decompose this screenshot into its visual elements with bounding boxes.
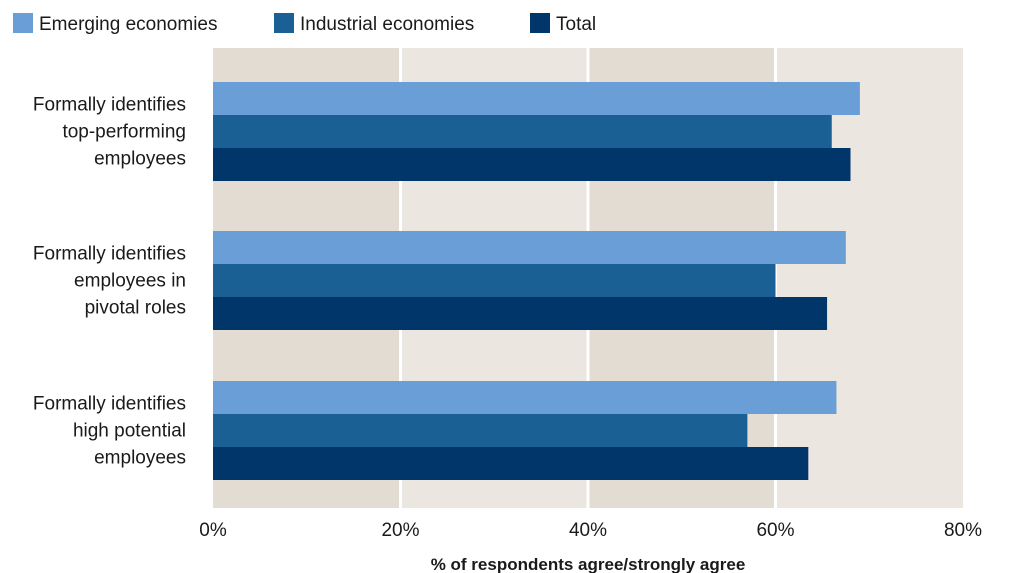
bar: [213, 115, 832, 148]
x-tick-label: 80%: [944, 520, 982, 541]
category-label-line: Formally identifies: [33, 95, 186, 116]
bar: [213, 414, 748, 447]
legend-label: Emerging economies: [39, 14, 217, 35]
legend-swatch: [274, 13, 294, 33]
category-label-line: pivotal roles: [85, 298, 186, 319]
legend-swatch: [530, 13, 550, 33]
legend-label: Total: [556, 14, 596, 35]
legend-swatch: [13, 13, 33, 33]
bar: [213, 297, 828, 330]
x-tick-labels: 0% 20% 40% 60% 80%: [199, 520, 982, 541]
category-label-line: Formally identifies: [33, 394, 186, 415]
bar: [213, 82, 860, 115]
x-tick-label: 60%: [756, 520, 794, 541]
bar: [213, 264, 776, 297]
bar: [213, 447, 809, 480]
bar: [213, 381, 837, 414]
category-label: Formally identifies high potential employe…: [33, 394, 186, 469]
legend: Emerging economies Industrial economies To…: [13, 13, 596, 35]
category-label-line: high potential: [73, 421, 186, 442]
x-tick-label: 20%: [381, 520, 419, 541]
bars: [213, 82, 860, 480]
category-label-line: top-performing: [62, 122, 186, 143]
category-label: Formally identifies employees in pivotal r…: [33, 244, 186, 319]
bar: [213, 148, 851, 181]
x-tick-label: 0%: [199, 520, 227, 541]
category-label-line: employees: [94, 149, 186, 170]
bar: [213, 231, 846, 264]
x-axis-title: % of respondents agree/strongly agree: [431, 555, 746, 573]
category-label-line: Formally identifies: [33, 244, 186, 265]
x-tick-label: 40%: [569, 520, 607, 541]
category-label-line: employees in: [74, 271, 186, 292]
category-labels: Formally identifies top-performing employe…: [33, 95, 186, 469]
category-label: Formally identifies top-performing employe…: [33, 95, 186, 170]
legend-label: Industrial economies: [300, 14, 474, 35]
category-label-line: employees: [94, 448, 186, 469]
